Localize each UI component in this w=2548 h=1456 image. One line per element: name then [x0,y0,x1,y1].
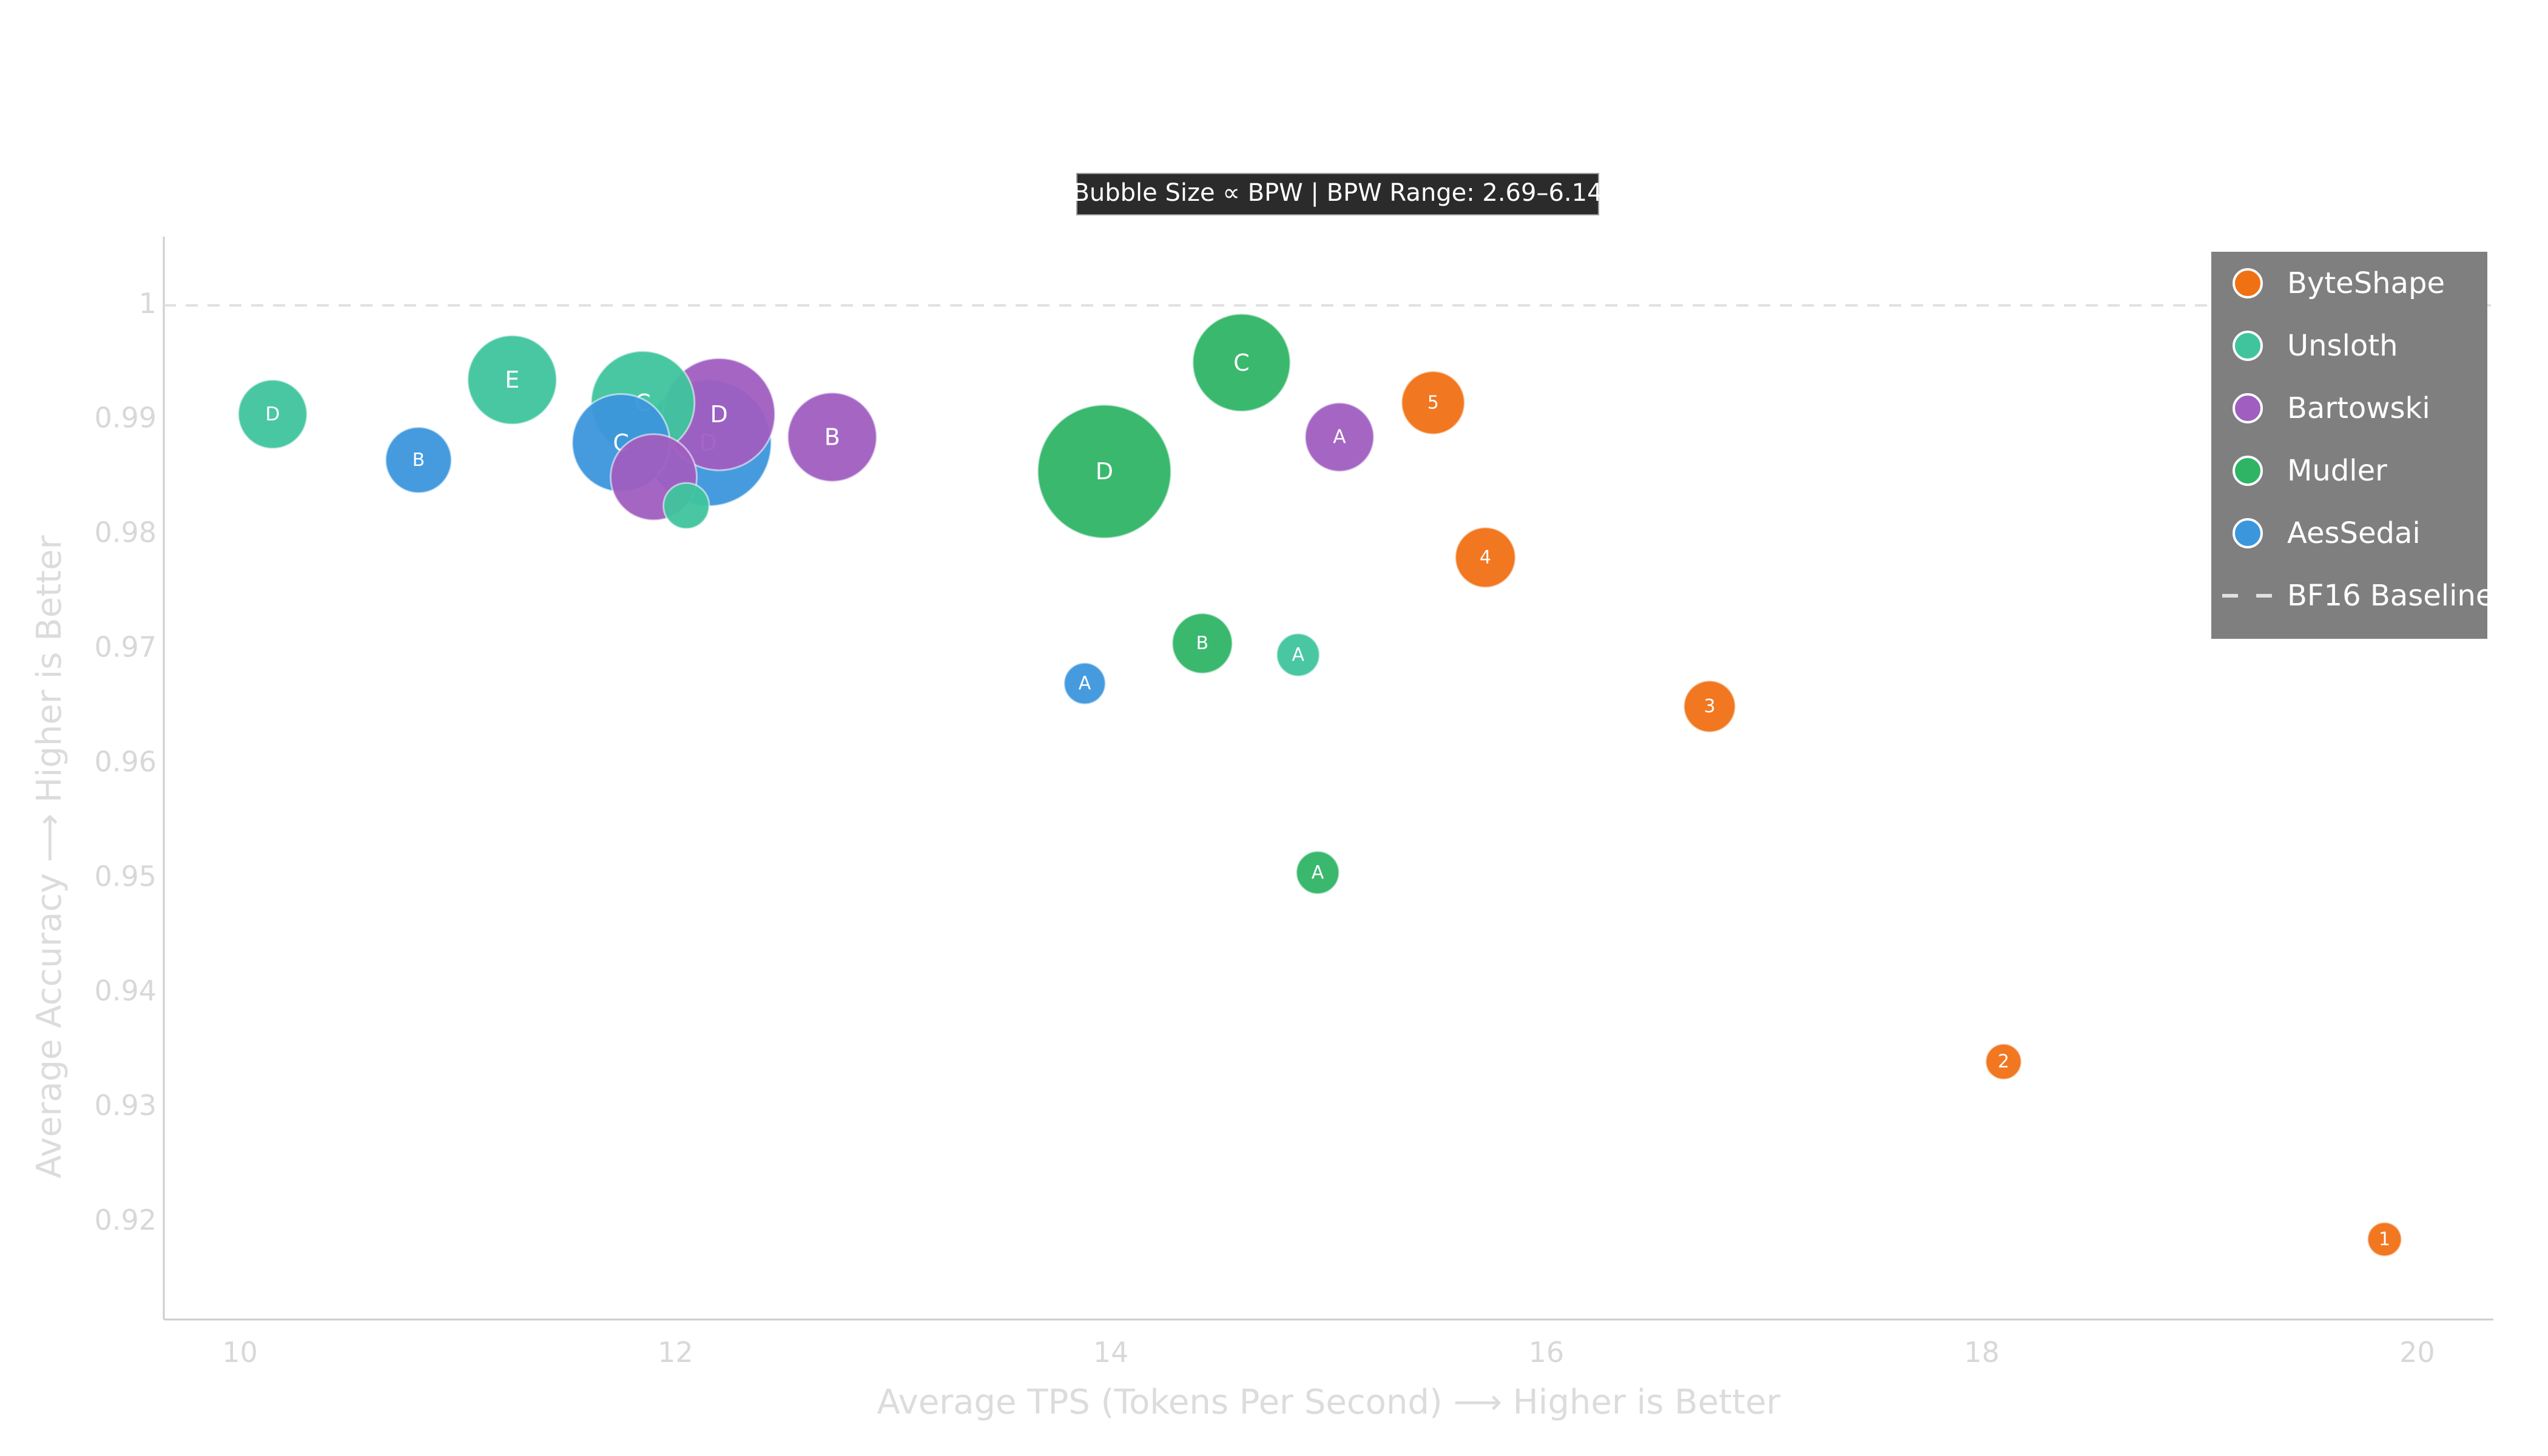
y-tick-label: 0.92 [95,1204,157,1236]
bubble-point [1191,312,1292,413]
x-tick-label: 10 [222,1336,258,1369]
x-tick-label: 12 [658,1336,693,1369]
y-axis-title: Average Accuracy ⟶ Higher is Better [30,534,69,1178]
bubble-point [662,482,710,530]
legend-label: ByteShape [2287,266,2445,300]
bubble-byteshape-3: 3 [1683,679,1737,733]
bubble-point [385,426,453,494]
bubble-point [237,379,308,450]
y-tick-labels: 0.92 0.93 0.94 0.95 0.96 0.97 0.98 0.99 1 [95,287,157,1236]
y-tick-label: 0.98 [95,516,157,549]
bubble-mudler-d: D [1036,403,1172,539]
legend-swatch [2233,331,2263,361]
bubble-aessedai-b: B [385,426,453,494]
legend-swatch [2233,393,2263,423]
bubble-unsloth-a: A [1275,632,1321,678]
bubble-point [786,391,878,483]
legend-label: Mudler [2287,454,2387,488]
bpw-annotation: Bubble Size ∝ BPW | BPW Range: 2.69–6.14 [1073,173,1603,215]
x-tick-label: 14 [1093,1336,1129,1369]
bubble-byteshape-1: 1 [2367,1221,2403,1258]
bubble-unsloth [662,482,710,530]
bubbles: DDDCCCEBDAB54B3AAA21 [237,312,2403,1258]
legend-label: AesSedai [2287,516,2421,550]
bubble-label: D [1096,458,1113,485]
bubble-label: E [505,366,519,393]
bubble-label: B [824,424,840,451]
legend-item-aessedai: AesSedai [2233,516,2421,550]
y-tick-label: 1 [139,287,157,320]
bubble-label: A [1333,426,1346,448]
bubble-point [1295,850,1340,895]
bubble-point [1984,1043,2023,1080]
legend-box [2211,252,2487,639]
bubble-label: B [413,450,425,471]
bubble-label: 3 [1704,696,1715,717]
y-tick-label: 0.99 [95,402,157,434]
legend-swatch [2233,456,2263,486]
legend-label: Bartowski [2287,391,2430,425]
annotation-text: Bubble Size ∝ BPW | BPW Range: 2.69–6.14 [1073,179,1602,207]
bubble-point [1275,632,1321,678]
bubble-label: 2 [1998,1051,2009,1073]
bubble-unsloth-d: D [237,379,308,450]
bubble-label: A [1312,862,1324,883]
annotation-box [1076,173,1599,215]
bubble-aessedai-a: A [1063,661,1107,706]
legend: ByteShape Unsloth Bartowski Mudler AesSedai B… [2211,252,2493,639]
x-tick-labels: 10 12 14 16 18 20 [222,1336,2435,1369]
y-tick-label: 0.95 [95,860,157,892]
bubble-bartowski-a: A [1304,402,1375,473]
bubble-point [1063,661,1107,706]
bubble-point [1454,526,1517,589]
bubble-label: A [1292,644,1304,666]
legend-label: BF16 Baseline [2287,579,2493,613]
axes [163,237,2493,1321]
bubble-mudler-a: A [1295,850,1340,895]
bubble-label: D [710,401,728,428]
x-tick-label: 18 [1964,1336,2000,1369]
bubble-byteshape-4: 4 [1454,526,1517,589]
legend-swatch [2233,518,2263,548]
y-tick-label: 0.94 [95,974,157,1007]
bubble-point [1683,679,1737,733]
bubble-label: 1 [2379,1228,2390,1250]
bubble-byteshape-5: 5 [1400,370,1466,436]
bubble-unsloth-e: E [467,334,558,426]
x-tick-label: 16 [1529,1336,1565,1369]
legend-item-byteshape: ByteShape [2233,266,2445,300]
legend-item-unsloth: Unsloth [2233,329,2398,363]
bubble-mudler-c: C [1191,312,1292,413]
bubble-label: 4 [1480,547,1491,568]
x-axis-title: Average TPS (Tokens Per Second) ⟶ Higher… [877,1383,1781,1422]
bubble-label: D [265,403,280,425]
bubble-label: B [1196,633,1209,654]
bubble-point [1304,402,1375,473]
legend-swatch [2233,268,2263,298]
bubble-point [1171,612,1233,675]
legend-label: Unsloth [2287,329,2398,363]
bubble-point [1036,403,1172,539]
bubble-label: C [1233,349,1250,376]
bubble-mudler-b: B [1171,612,1233,675]
bubble-label: A [1079,673,1091,694]
y-tick-label: 0.96 [95,745,157,778]
bubble-point [467,334,558,426]
legend-item-bartowski: Bartowski [2233,391,2430,425]
x-tick-label: 20 [2399,1336,2435,1369]
bubble-point [2367,1221,2403,1258]
bubble-bartowski-b: B [786,391,878,483]
y-tick-label: 0.97 [95,631,157,664]
bubble-byteshape-2: 2 [1984,1043,2023,1080]
bubble-point [1400,370,1466,436]
bubble-label: 5 [1427,392,1439,413]
legend-item-baseline: BF16 Baseline [2222,579,2493,613]
legend-item-mudler: Mudler [2233,454,2387,488]
y-tick-label: 0.93 [95,1089,157,1122]
